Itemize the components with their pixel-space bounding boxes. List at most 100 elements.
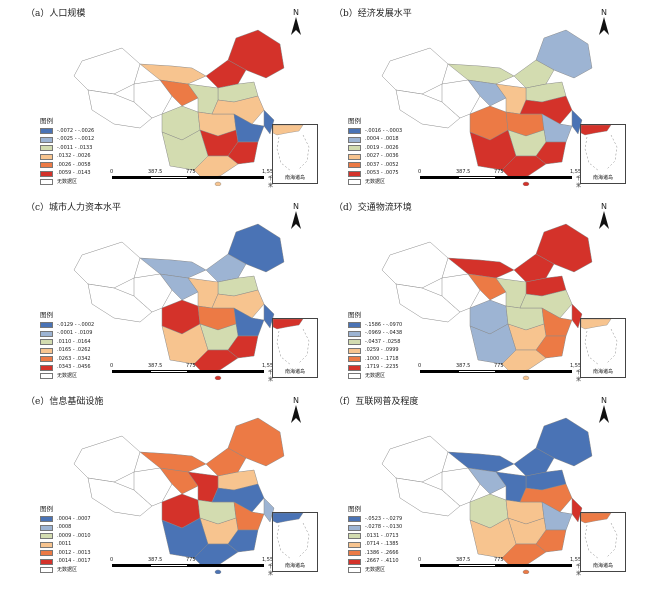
legend-label: 无数据区 <box>365 178 386 185</box>
legend-item: .0165 - .0262 <box>40 347 94 356</box>
map-region <box>513 253 555 283</box>
legend-item: .0053 - .0075 <box>348 170 402 179</box>
legend-item: .0027 - .0036 <box>348 153 402 162</box>
legend-swatch <box>40 179 53 186</box>
map-region <box>447 451 515 473</box>
south-china-sea-inset: 南海诸岛 <box>580 512 626 572</box>
scale-segment <box>188 176 264 179</box>
inset-caption: 南海诸岛 <box>284 369 305 375</box>
legend-item: .0004 - .0018 <box>348 136 402 145</box>
map-region <box>159 467 199 495</box>
scale-tick-label: 775 <box>494 169 504 175</box>
legend-label: .0008 <box>57 524 72 531</box>
legend-swatch <box>40 128 53 135</box>
legend-item: -.0072 - -.0026 <box>40 127 94 136</box>
legend-item: .2667 - .4110 <box>348 558 402 567</box>
legend-label: 无数据区 <box>57 178 78 185</box>
scale-bar: 0 387.5 775 1,550 千米 <box>110 363 276 383</box>
legend-swatch <box>40 145 53 152</box>
scale-tick-label: 0 <box>418 557 422 563</box>
scale-segment <box>112 176 150 179</box>
map-region <box>227 141 259 165</box>
scale-segment <box>112 564 150 567</box>
north-label: N <box>293 8 299 17</box>
scale-tick-label: 1,550 <box>570 169 585 175</box>
map-region <box>535 141 567 165</box>
north-label: N <box>601 202 607 211</box>
legend-item: 无数据区 <box>40 178 94 187</box>
panel-title: （b）经济发展水平 <box>334 9 412 19</box>
map-region <box>447 63 515 85</box>
legend-swatch <box>348 373 361 380</box>
scale-tick-label: 1,550 <box>262 169 277 175</box>
legend-label: -.1586 - -.0970 <box>365 321 403 328</box>
map-region <box>535 529 567 553</box>
legend-swatch <box>348 170 361 177</box>
scale-unit: 千米 <box>576 176 582 189</box>
scale-segment <box>188 564 264 567</box>
legend-title: 图例 <box>40 117 53 125</box>
legend-swatch <box>40 136 53 143</box>
legend-swatch <box>40 516 53 523</box>
map-panel-c: （c）城市人力资本水平 N 图例 -.0129 - -.0002 -.0001 - .0… <box>22 200 322 383</box>
south-china-sea-inset: 南海诸岛 <box>580 124 626 184</box>
legend-swatch <box>348 136 361 143</box>
inset-caption: 南海诸岛 <box>592 563 613 569</box>
legend-label: .0004 - .0007 <box>57 515 91 522</box>
scale-tick-label: 0 <box>418 363 422 369</box>
legend-swatch <box>348 524 361 531</box>
inset-map <box>581 319 618 366</box>
legend-label: .0131 - .0713 <box>365 532 399 539</box>
legend-swatch <box>348 145 361 152</box>
legend-item: .0110 - .0164 <box>40 338 94 347</box>
scale-segment <box>496 176 572 179</box>
legend-title: 图例 <box>348 311 361 319</box>
arrow-icon <box>599 211 609 229</box>
map-region <box>519 289 573 319</box>
map-region <box>73 241 141 289</box>
legend-swatch <box>40 339 53 346</box>
legend-item: .0059 - .0143 <box>40 170 94 179</box>
map-panel-f: （f）互联网普及程度 N 图例 -.0523 - -.0279 -.0278 - -.0… <box>330 394 630 577</box>
legend-label: .0165 - .0262 <box>57 347 91 354</box>
legend-label: -.0011 - .0133 <box>57 144 93 151</box>
inset-map <box>273 125 310 172</box>
scale-tick-label: 775 <box>494 363 504 369</box>
panel-title: （c）城市人力资本水平 <box>26 203 122 213</box>
map-region <box>214 181 222 186</box>
legend-swatch <box>40 567 53 574</box>
choropleth-map <box>381 417 593 574</box>
map-region <box>73 47 141 95</box>
legend-label: .0263 - .0342 <box>57 355 91 362</box>
legend-label: .0012 - .0013 <box>57 549 91 556</box>
legend-label: .0026 - .0058 <box>57 161 91 168</box>
scale-tick-label: 387.5 <box>148 557 163 563</box>
choropleth-map <box>73 223 285 380</box>
scale-unit: 千米 <box>268 564 274 577</box>
legend-item: .0343 - .0456 <box>40 364 94 373</box>
legend-swatch <box>40 170 53 177</box>
scale-tick-label: 1,550 <box>262 363 277 369</box>
legend-item: -.0016 - -.0003 <box>348 127 402 136</box>
legend-swatch <box>40 162 53 169</box>
scale-unit: 千米 <box>268 370 274 383</box>
legend-item: .0019 - .0026 <box>348 144 402 153</box>
map-region <box>381 435 449 483</box>
legend-item: .0037 - .0052 <box>348 161 402 170</box>
legend-item: -.0025 - -.0012 <box>40 136 94 145</box>
scale-segment <box>420 564 458 567</box>
scale-tick-label: 387.5 <box>148 363 163 369</box>
map-legend: 图例 -.0523 - -.0279 -.0278 - -.0130.0131 - … <box>348 505 402 575</box>
legend-swatch <box>40 533 53 540</box>
legend-label: 无数据区 <box>365 372 386 379</box>
legend-item: -.0969 - -.0438 <box>348 330 402 339</box>
legend-item: .0008 <box>40 524 91 533</box>
legend-label: -.0523 - -.0279 <box>365 515 403 522</box>
legend-item: 无数据区 <box>40 566 91 575</box>
map-region <box>214 569 222 574</box>
north-arrow-icon: N <box>288 202 304 235</box>
legend-item: -.0129 - -.0002 <box>40 321 94 330</box>
legend-label: .0004 - .0018 <box>365 136 399 143</box>
legend-label: -.0025 - -.0012 <box>57 136 95 143</box>
scale-segment <box>458 564 496 567</box>
